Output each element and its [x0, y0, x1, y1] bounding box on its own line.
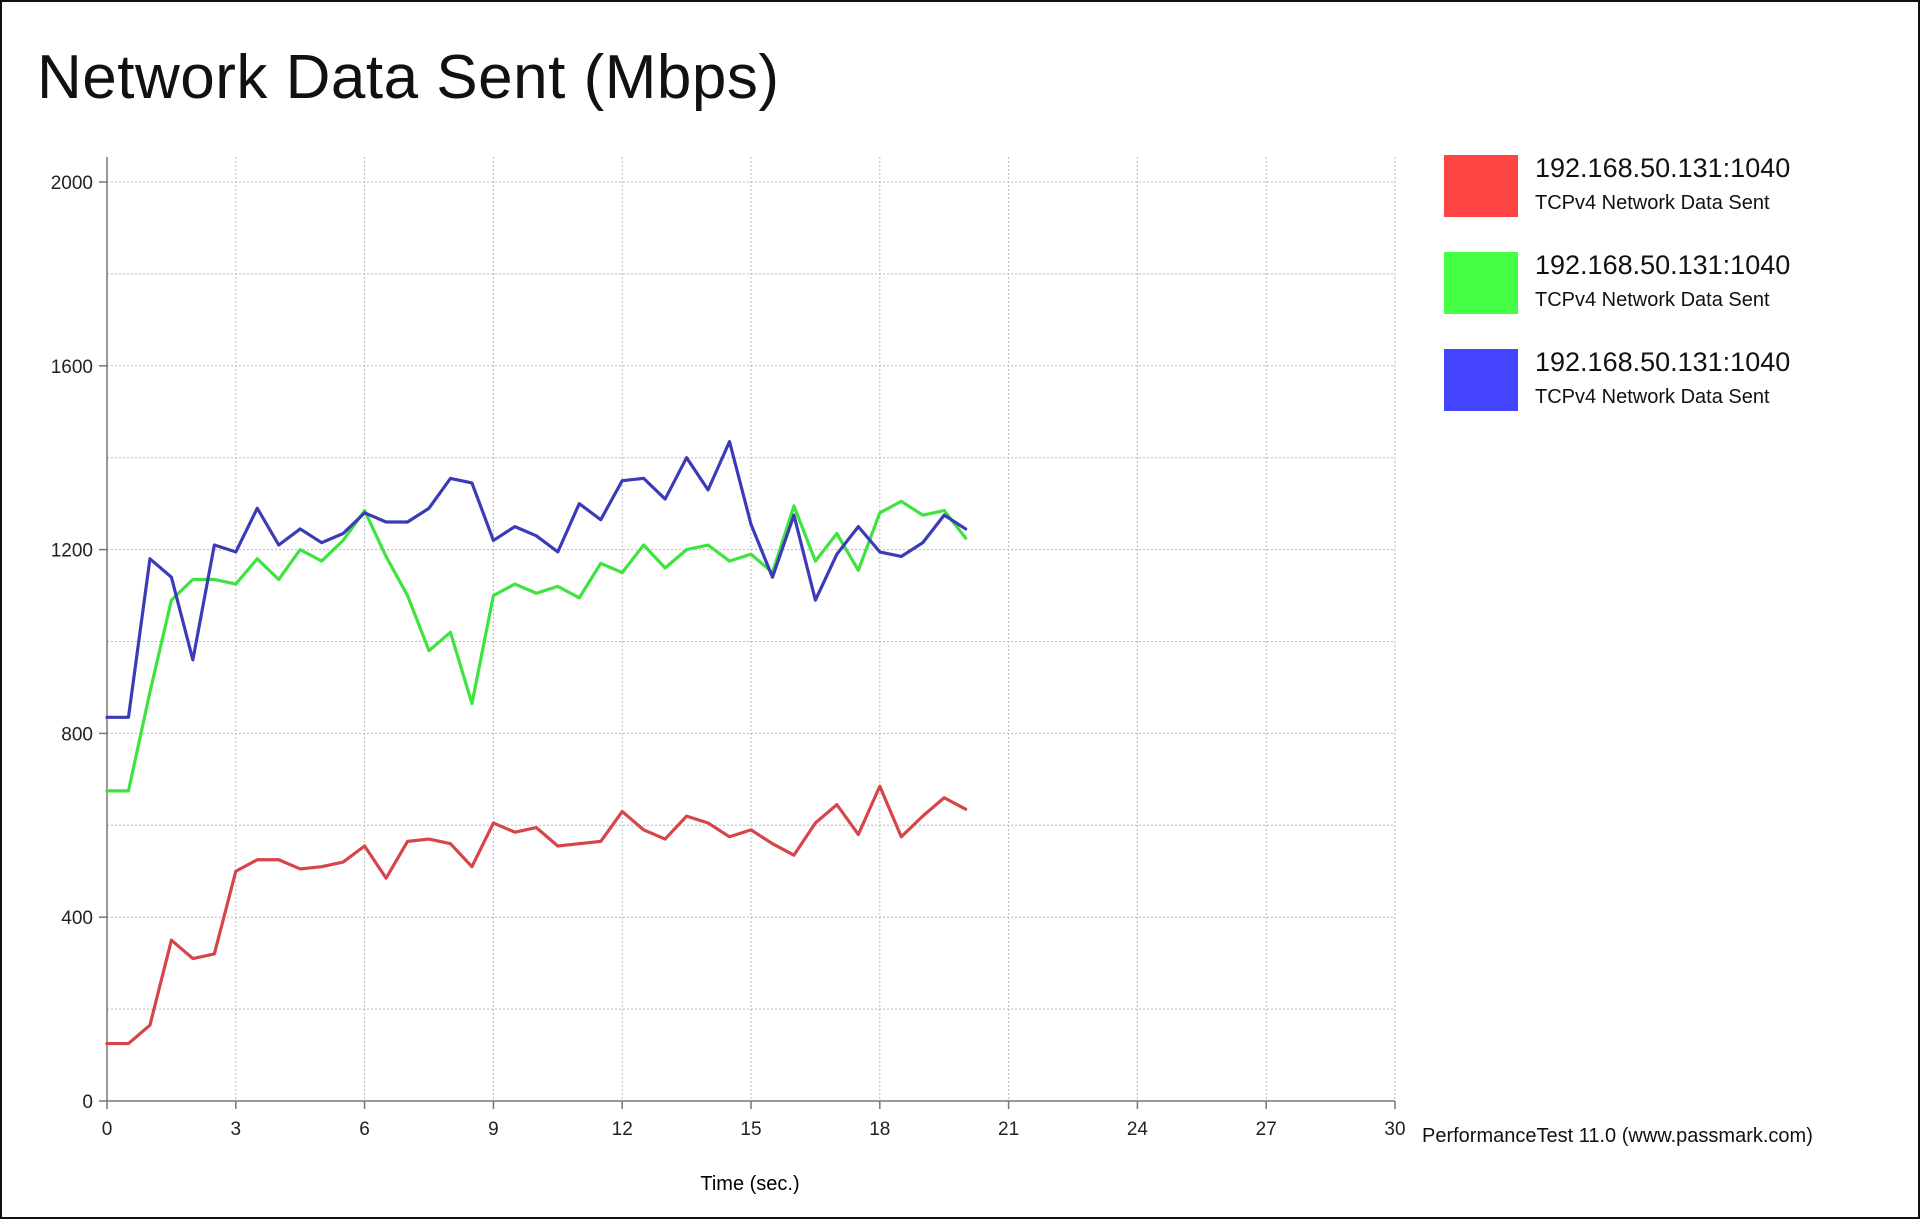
x-tick-label: 9	[488, 1119, 499, 1140]
series-line-2	[105, 499, 968, 793]
legend-ip: 192.168.50.131:1040	[1535, 250, 1791, 280]
x-tick-label: 30	[1384, 1119, 1405, 1140]
series-line-3	[105, 440, 968, 719]
x-tick-label: 6	[359, 1119, 370, 1140]
footer-credit: PerformanceTest 11.0 (www.passmark.com)	[1422, 1125, 1813, 1147]
x-tick-label: 21	[998, 1119, 1019, 1140]
y-tick-label: 1600	[51, 357, 93, 378]
axes	[99, 157, 1396, 1109]
x-tick-label: 24	[1127, 1119, 1149, 1140]
legend-item: 192.168.50.131:1040 TCPv4 Network Data S…	[1444, 250, 1904, 314]
y-tick-label: 0	[82, 1092, 93, 1113]
grid	[106, 157, 1396, 1102]
y-tick-label: 400	[61, 908, 93, 929]
x-tick-label: 0	[102, 1119, 113, 1140]
legend-ip: 192.168.50.131:1040	[1535, 347, 1791, 377]
legend-description: TCPv4 Network Data Sent	[1535, 289, 1770, 311]
y-tick-label: 2000	[51, 173, 93, 194]
y-tick-label: 800	[61, 724, 93, 745]
legend-description: TCPv4 Network Data Sent	[1535, 386, 1770, 408]
x-tick-label: 12	[612, 1119, 633, 1140]
chart-title: Network Data Sent (Mbps)	[37, 43, 780, 112]
legend-swatch-green	[1444, 252, 1518, 314]
legend-description: TCPv4 Network Data Sent	[1535, 192, 1770, 214]
series-lines	[105, 440, 968, 1046]
legend-item: 192.168.50.131:1040 TCPv4 Network Data S…	[1444, 153, 1904, 217]
x-tick-label: 18	[869, 1119, 890, 1140]
x-tick-label: 27	[1256, 1119, 1277, 1140]
legend-swatch-blue	[1444, 349, 1518, 411]
legend-ip: 192.168.50.131:1040	[1535, 153, 1791, 183]
x-axis-label: Time (sec.)	[700, 1173, 799, 1195]
series-line-1	[105, 784, 968, 1046]
x-tick-label: 3	[231, 1119, 242, 1140]
legend-item: 192.168.50.131:1040 TCPv4 Network Data S…	[1444, 347, 1904, 411]
tick-labels: 0 400 800 1200 1600 2000 0 3 6 9 12 15 18 21 24 27 30	[51, 173, 1406, 1140]
legend-swatch-red	[1444, 155, 1518, 217]
x-tick-label: 15	[740, 1119, 761, 1140]
y-tick-label: 1200	[51, 541, 93, 562]
